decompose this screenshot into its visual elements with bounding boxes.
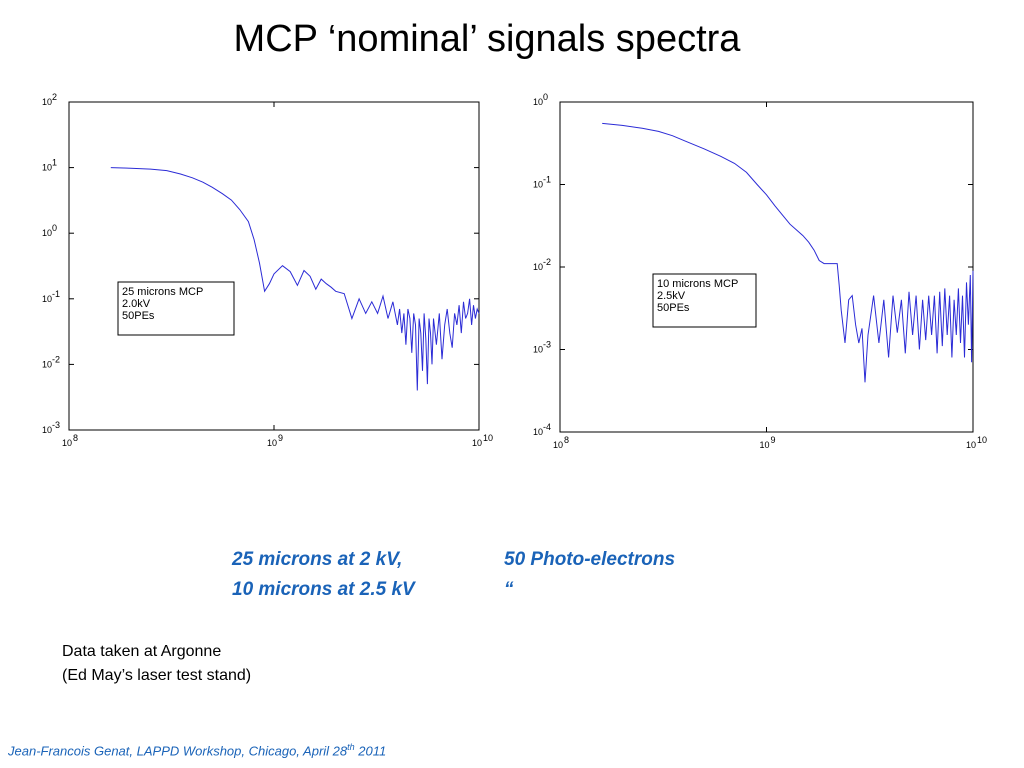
x-tick-label: 10 [62, 438, 72, 448]
conditions-row: 25 microns at 2 kV, 50 Photo-electrons [232, 545, 675, 575]
y-tick-exponent: -3 [543, 340, 551, 350]
y-tick-exponent: -4 [543, 422, 551, 432]
legend-entry: 2.0kV [122, 298, 151, 310]
y-tick-exponent: 1 [52, 158, 57, 168]
y-tick-label: 10 [42, 97, 52, 107]
y-tick-label: 10 [533, 427, 543, 437]
x-tick-label: 10 [553, 440, 563, 450]
y-tick-exponent: -1 [52, 289, 60, 299]
condition-label: 25 microns at 2 kV, [232, 549, 403, 570]
y-tick-exponent: -2 [543, 257, 551, 267]
legend-entry: 25 microns MCP [122, 286, 203, 298]
y-tick-label: 10 [42, 425, 52, 435]
y-tick-label: 10 [533, 180, 543, 190]
plot-frame [559, 101, 974, 433]
y-tick-label: 10 [533, 345, 543, 355]
plot-frame [68, 101, 480, 431]
y-tick-label: 10 [42, 294, 52, 304]
legend-entry: 2.5kV [657, 290, 686, 302]
condition-label: 10 microns at 2.5 kV [232, 579, 415, 600]
x-tick-label: 10 [267, 438, 277, 448]
y-tick-label: 10 [42, 359, 52, 369]
conditions-row: 10 microns at 2.5 kV “ [232, 575, 514, 605]
footer-superscript: th [347, 742, 355, 752]
y-tick-exponent: 0 [52, 223, 57, 233]
x-tick-exponent: 8 [564, 435, 569, 445]
note-line: Data taken at Argonne [62, 643, 222, 660]
y-tick-label: 10 [42, 163, 52, 173]
data-source-notes: Data taken at Argonne (Ed May’s laser te… [62, 640, 251, 688]
x-tick-exponent: 9 [278, 433, 283, 443]
legend-entry: 50PEs [122, 310, 155, 322]
y-tick-exponent: -1 [543, 175, 551, 185]
footer-text: Jean-Francois Genat, LAPPD Workshop, Chi… [8, 743, 348, 759]
spectrum-line [110, 167, 480, 391]
footer-year: 2011 [354, 743, 387, 759]
x-tick-label: 10 [966, 440, 976, 450]
y-tick-exponent: -2 [52, 354, 60, 364]
condition-value: 50 Photo-electrons [504, 549, 676, 570]
x-tick-exponent: 10 [977, 435, 987, 445]
x-tick-label: 10 [472, 438, 482, 448]
x-tick-exponent: 8 [73, 433, 78, 443]
conditions-notes: 25 microns at 2 kV, 50 Photo-electrons 1… [232, 545, 675, 605]
y-tick-exponent: 2 [52, 92, 57, 102]
y-tick-label: 10 [533, 97, 543, 107]
legend-box [117, 281, 235, 336]
slide-title: MCP ‘nominal’ signals spectra [233, 18, 741, 60]
y-tick-exponent: 0 [543, 92, 548, 102]
footer-credit: Jean-Francois Genat, LAPPD Workshop, Chi… [8, 742, 386, 758]
legend-box [652, 273, 757, 328]
y-tick-exponent: -3 [52, 420, 60, 430]
condition-value: “ [504, 579, 514, 600]
y-tick-label: 10 [42, 228, 52, 238]
y-tick-label: 10 [533, 262, 543, 272]
x-tick-label: 10 [759, 440, 769, 450]
x-tick-exponent: 10 [483, 433, 493, 443]
spectrum-line [602, 122, 974, 383]
legend-entry: 10 microns MCP [657, 278, 738, 290]
x-tick-exponent: 9 [771, 435, 776, 445]
legend-entry: 50PEs [657, 302, 690, 314]
note-line: (Ed May’s laser test stand) [62, 667, 252, 684]
